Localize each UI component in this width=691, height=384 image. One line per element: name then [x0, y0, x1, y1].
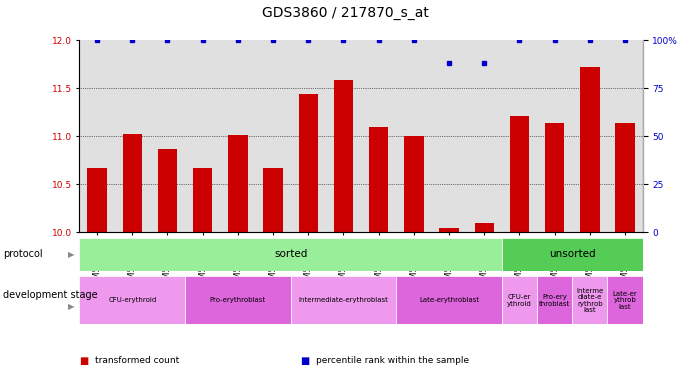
Bar — [158, 149, 177, 232]
Bar — [510, 116, 529, 232]
Bar — [404, 136, 424, 232]
Text: unsorted: unsorted — [549, 249, 596, 260]
Bar — [369, 127, 388, 232]
Bar — [580, 67, 600, 232]
Bar — [537, 276, 572, 324]
Bar — [616, 123, 635, 232]
Bar — [79, 238, 502, 271]
Text: Late-er
ythrob
last: Late-er ythrob last — [613, 291, 637, 310]
Text: ▶: ▶ — [68, 250, 75, 259]
Text: transformed count: transformed count — [95, 356, 179, 366]
Bar — [607, 276, 643, 324]
Bar — [79, 276, 185, 324]
Text: Interme
diate-e
rythrob
last: Interme diate-e rythrob last — [576, 288, 603, 313]
Bar — [396, 276, 502, 324]
Text: CFU-erythroid: CFU-erythroid — [108, 298, 156, 303]
Bar — [299, 94, 318, 232]
Text: Intermediate-erythroblast: Intermediate-erythroblast — [299, 298, 388, 303]
Bar — [228, 135, 247, 232]
Text: percentile rank within the sample: percentile rank within the sample — [316, 356, 469, 366]
Text: CFU-er
ythroid: CFU-er ythroid — [507, 294, 532, 307]
Bar — [263, 168, 283, 232]
Bar — [475, 223, 494, 232]
Bar — [439, 227, 459, 232]
Bar — [572, 276, 607, 324]
Bar — [291, 276, 396, 324]
Text: Pro-ery
throblast: Pro-ery throblast — [539, 294, 570, 307]
Bar — [502, 238, 643, 271]
Text: development stage: development stage — [3, 290, 98, 300]
Bar — [334, 79, 353, 232]
Text: GDS3860 / 217870_s_at: GDS3860 / 217870_s_at — [262, 6, 429, 20]
Bar — [87, 168, 106, 232]
Text: Late-erythroblast: Late-erythroblast — [419, 298, 479, 303]
Bar — [193, 168, 212, 232]
Bar — [545, 123, 565, 232]
Text: ■: ■ — [301, 356, 310, 366]
Bar — [502, 276, 537, 324]
Text: Pro-erythroblast: Pro-erythroblast — [210, 298, 266, 303]
Bar — [185, 276, 291, 324]
Text: sorted: sorted — [274, 249, 307, 260]
Bar — [122, 134, 142, 232]
Text: ▶: ▶ — [68, 302, 75, 311]
Text: protocol: protocol — [3, 249, 43, 260]
Text: ■: ■ — [79, 356, 88, 366]
